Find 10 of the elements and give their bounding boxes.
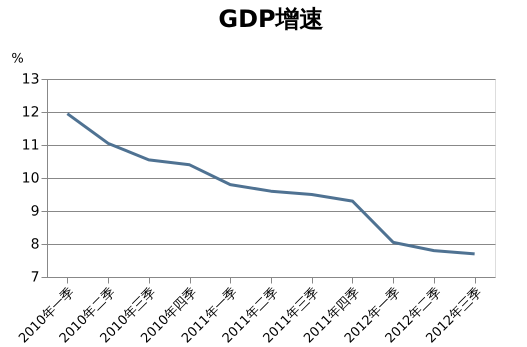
y-tick-label: 11	[22, 138, 40, 154]
y-axis-title: %	[11, 52, 24, 66]
y-tick-label: 7	[30, 270, 40, 286]
y-tick-label: 12	[22, 104, 40, 120]
line-series	[66, 112, 476, 256]
y-tick-label: 9	[30, 204, 40, 220]
y-tick-label: 13	[22, 72, 40, 88]
y-tick-label: 10	[22, 170, 40, 186]
chart-title: GDP增速	[218, 5, 324, 33]
y-tick-label: 8	[30, 236, 40, 252]
